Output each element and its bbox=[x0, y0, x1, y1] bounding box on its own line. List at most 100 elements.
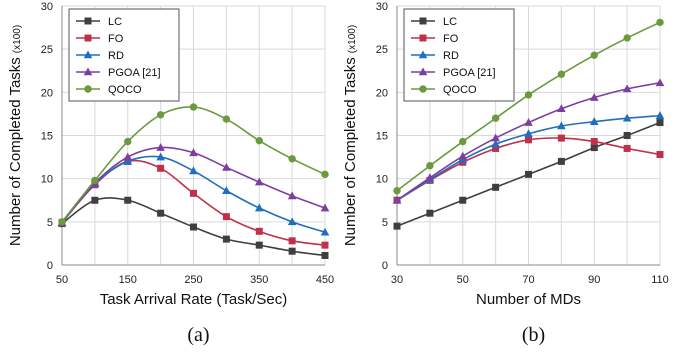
legend-marker bbox=[419, 85, 427, 93]
data-point bbox=[557, 70, 566, 78]
x-tick-label: 70 bbox=[522, 274, 534, 286]
legend-marker bbox=[84, 17, 92, 25]
y-tick-label: 30 bbox=[41, 1, 53, 13]
y-tick-label: 20 bbox=[41, 87, 53, 99]
data-point bbox=[320, 227, 330, 236]
data-point bbox=[590, 138, 598, 146]
data-point bbox=[524, 118, 533, 126]
data-point bbox=[288, 237, 296, 245]
data-point bbox=[255, 241, 263, 249]
data-point bbox=[589, 117, 599, 125]
y-axis-label: Number of Completed Tasks (x100) bbox=[7, 25, 24, 246]
data-point bbox=[222, 115, 231, 123]
data-point bbox=[189, 166, 198, 175]
y-axis-units: (x100) bbox=[347, 25, 358, 53]
series-lc bbox=[393, 119, 664, 230]
series-pgoa-21 bbox=[392, 78, 665, 204]
data-point bbox=[589, 93, 599, 101]
x-tick-label: 250 bbox=[184, 274, 202, 286]
legend: LC FO RD PGOA [21] QOCO bbox=[403, 8, 515, 102]
legend-label: QOCO bbox=[108, 84, 142, 96]
legend: LC FO RD PGOA [21] QOCO bbox=[68, 8, 180, 102]
series-lc bbox=[58, 196, 329, 260]
data-point bbox=[222, 213, 230, 221]
data-point bbox=[655, 78, 665, 87]
legend-marker bbox=[419, 34, 427, 42]
data-point bbox=[222, 186, 231, 195]
data-point bbox=[255, 227, 263, 235]
data-point bbox=[157, 209, 165, 217]
legend-marker bbox=[418, 50, 428, 59]
data-point bbox=[459, 196, 467, 204]
legend-label: PGOA [21] bbox=[108, 67, 161, 79]
legend-label: LC bbox=[108, 16, 122, 28]
data-point bbox=[392, 195, 402, 204]
x-tick-label: 50 bbox=[457, 274, 469, 286]
y-tick-label: 30 bbox=[376, 1, 388, 13]
data-point bbox=[557, 157, 565, 165]
data-point bbox=[557, 121, 566, 130]
data-point bbox=[321, 241, 329, 249]
legend-item: QOCO bbox=[76, 84, 142, 96]
panel-a: 0 5 10 15 20 25 30 50 150 250 350 450 LC FO RD PGOA [21… bbox=[7, 1, 334, 346]
y-tick-label: 25 bbox=[41, 44, 53, 56]
data-point bbox=[123, 156, 133, 165]
data-point bbox=[222, 162, 231, 171]
x-axis-label: Number of MDs bbox=[476, 291, 581, 308]
data-point bbox=[590, 51, 598, 59]
data-point bbox=[491, 139, 500, 148]
figure-caption: (a) bbox=[187, 324, 209, 346]
data-point bbox=[255, 136, 263, 145]
legend-marker bbox=[83, 50, 93, 59]
legend-item: LC bbox=[76, 16, 122, 28]
x-tick-label: 50 bbox=[56, 274, 68, 286]
x-tick-label: 30 bbox=[391, 274, 403, 286]
y-tick-label: 15 bbox=[41, 131, 53, 143]
legend-label: FO bbox=[108, 33, 124, 45]
legend-label: LC bbox=[443, 16, 457, 28]
data-point bbox=[123, 152, 133, 161]
legend-marker bbox=[84, 85, 92, 93]
data-point bbox=[254, 177, 264, 186]
data-point bbox=[58, 218, 66, 226]
legend-item: QOCO bbox=[411, 84, 477, 96]
data-point bbox=[590, 144, 598, 152]
data-point bbox=[287, 191, 297, 200]
data-point bbox=[320, 203, 330, 212]
legend-marker bbox=[83, 67, 93, 76]
legend-label: RD bbox=[443, 50, 459, 62]
data-point bbox=[321, 170, 329, 179]
x-tick-label: 450 bbox=[316, 274, 334, 286]
legend-item: FO bbox=[76, 33, 124, 45]
y-tick-label: 5 bbox=[47, 217, 53, 229]
data-point bbox=[222, 235, 230, 243]
y-tick-label: 15 bbox=[376, 131, 388, 143]
data-point bbox=[623, 132, 631, 139]
legend-label: QOCO bbox=[443, 84, 477, 96]
y-tick-label: 0 bbox=[47, 260, 53, 272]
y-tick-label: 0 bbox=[382, 260, 388, 272]
data-point bbox=[91, 196, 99, 204]
data-point bbox=[492, 144, 500, 152]
data-point bbox=[622, 84, 632, 93]
data-point bbox=[459, 137, 467, 146]
x-axis-label: Task Arrival Rate (Task/Sec) bbox=[100, 291, 288, 308]
data-point bbox=[458, 151, 468, 160]
data-point bbox=[524, 129, 533, 138]
series-qoco bbox=[58, 103, 329, 226]
legend-item: PGOA [21] bbox=[411, 67, 496, 79]
legend-marker bbox=[418, 67, 428, 76]
x-tick-label: 350 bbox=[250, 274, 268, 286]
data-point bbox=[124, 196, 132, 204]
data-point bbox=[491, 114, 500, 122]
legend-item: RD bbox=[76, 50, 124, 62]
data-point bbox=[124, 137, 132, 146]
x-tick-label: 110 bbox=[651, 274, 669, 286]
series-qoco bbox=[393, 18, 664, 195]
data-point bbox=[156, 152, 165, 161]
data-point bbox=[156, 111, 165, 119]
data-point bbox=[254, 203, 264, 212]
data-point bbox=[491, 133, 500, 142]
data-point bbox=[157, 164, 165, 172]
